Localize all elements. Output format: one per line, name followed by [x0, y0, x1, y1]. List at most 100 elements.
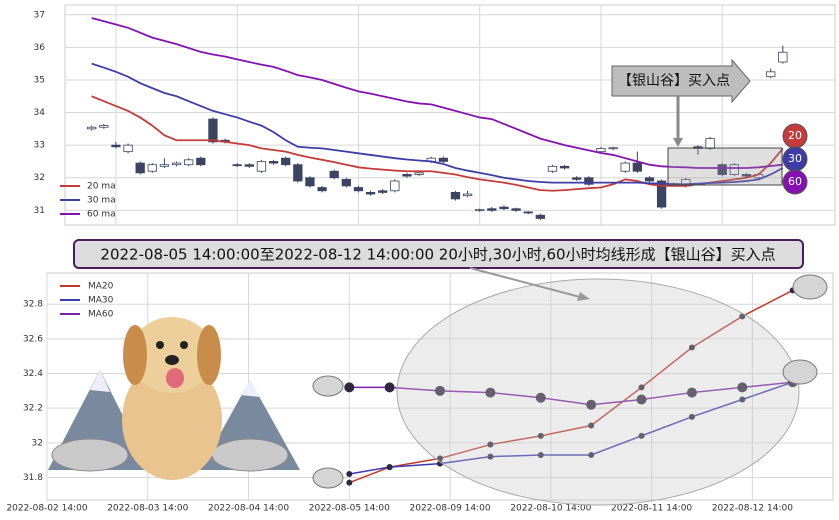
candle-body — [390, 180, 400, 192]
y-tick-label: 31 — [34, 206, 45, 216]
x-tick-label: 2022-08-10 14:00 — [510, 504, 591, 514]
point — [437, 460, 443, 467]
y-tick-label: 33 — [34, 141, 45, 151]
candle-body — [462, 193, 473, 197]
dog-illustration — [48, 317, 300, 480]
candle-body — [159, 164, 170, 167]
banner-arrow — [469, 267, 581, 298]
ingots — [312, 274, 828, 489]
legend-label: MA60 — [88, 310, 114, 320]
point — [638, 432, 645, 439]
ma-line — [91, 95, 784, 192]
candle-body — [766, 71, 776, 78]
x-tick-label: 2022-08-09 14:00 — [410, 504, 491, 514]
legend-label: MA20 — [88, 282, 114, 292]
series-marker-label: 20 — [788, 129, 802, 142]
bottom-chart: 31.8 32 32.2 32.4 32.6 32.8 2022-08-02 14:00 20… — [6, 273, 833, 514]
candle-body — [632, 162, 642, 172]
ma-line — [349, 289, 794, 484]
candle-body — [644, 177, 655, 182]
point — [435, 385, 445, 396]
candle-body — [99, 125, 109, 128]
banner — [73, 239, 804, 269]
point — [346, 479, 353, 486]
candle-body — [184, 159, 194, 166]
legend-label: 30 ma — [87, 196, 116, 206]
point — [384, 382, 395, 393]
candle-body — [317, 187, 327, 192]
candle-body — [559, 165, 570, 169]
candle-body — [572, 177, 582, 180]
candle-body — [281, 157, 291, 166]
x-tick-label: 2022-08-03 14:00 — [107, 504, 188, 514]
point — [487, 453, 494, 460]
y-tick-label: 32.4 — [23, 369, 43, 379]
candle-body — [111, 144, 121, 148]
candle-body — [778, 51, 788, 63]
point — [688, 344, 695, 351]
point — [688, 413, 695, 420]
top-plot-area — [64, 4, 836, 226]
annotation-arrow-box — [611, 58, 751, 104]
candle-body — [511, 208, 521, 211]
candle-body — [232, 164, 242, 167]
candle-body — [305, 177, 315, 187]
point — [344, 382, 355, 393]
point — [737, 382, 748, 393]
point — [636, 394, 647, 405]
candle-body — [244, 164, 254, 167]
x-tick-label: 2022-08-11 14:00 — [611, 504, 692, 514]
ma-line — [349, 381, 793, 406]
y-tick-label: 32 — [32, 438, 43, 448]
candle-body — [596, 148, 606, 153]
y-tick-label: 32 — [34, 173, 45, 183]
banner-text: 2022-08-05 14:00:00至2022-08-12 14:00:00 … — [100, 246, 775, 264]
y-tick-label: 32.6 — [23, 334, 43, 344]
x-tick-label: 2022-08-02 14:00 — [6, 504, 87, 514]
candle-body — [499, 206, 509, 210]
y-tick-label: 32.8 — [23, 300, 43, 310]
point — [739, 396, 746, 403]
candle-body — [656, 180, 667, 208]
candle-body — [268, 161, 279, 164]
point — [346, 471, 353, 478]
banner-arrow-head — [577, 292, 590, 301]
candle-body — [438, 157, 448, 162]
point — [485, 387, 496, 398]
point — [437, 455, 443, 462]
candle-body — [147, 164, 157, 172]
candle-body — [717, 164, 727, 175]
highlight-ellipse — [396, 278, 800, 506]
y-tick-label: 36 — [34, 43, 46, 53]
candle-body — [584, 177, 594, 185]
candle-body — [196, 157, 206, 166]
annotation-text: 【银山谷】买入点 — [618, 73, 730, 89]
candle-body — [341, 178, 351, 187]
candle-body — [450, 192, 461, 200]
candle-body — [135, 162, 145, 174]
candle-body — [171, 162, 182, 166]
y-tick-label: 34 — [34, 108, 46, 118]
down-arrow-head — [673, 138, 683, 147]
point — [686, 387, 697, 398]
candle-body — [329, 170, 339, 179]
legend-label: 20 ma — [87, 182, 116, 192]
candle-body — [87, 126, 97, 130]
candle-body — [123, 144, 133, 153]
point — [487, 441, 494, 448]
candle-body — [487, 208, 497, 211]
candle-body — [729, 164, 739, 175]
candle-body — [365, 192, 376, 195]
candle-body — [705, 138, 715, 149]
x-tick-label: 2022-08-04 14:00 — [208, 504, 289, 514]
candle-body — [353, 187, 364, 192]
candle-body — [414, 172, 424, 175]
candle-body — [293, 164, 303, 182]
x-tick-label: 2022-08-12 14:00 — [712, 504, 793, 514]
candle-body — [402, 174, 412, 177]
point — [537, 432, 544, 439]
candle-body — [378, 190, 388, 193]
point — [586, 399, 597, 410]
